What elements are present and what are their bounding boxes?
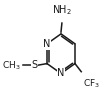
Text: CH$_3$: CH$_3$ — [2, 59, 20, 72]
Text: CF$_3$: CF$_3$ — [83, 77, 100, 90]
Text: N: N — [57, 68, 65, 78]
Text: S: S — [31, 60, 37, 70]
Text: N: N — [43, 39, 51, 49]
Text: NH$_2$: NH$_2$ — [52, 3, 72, 17]
